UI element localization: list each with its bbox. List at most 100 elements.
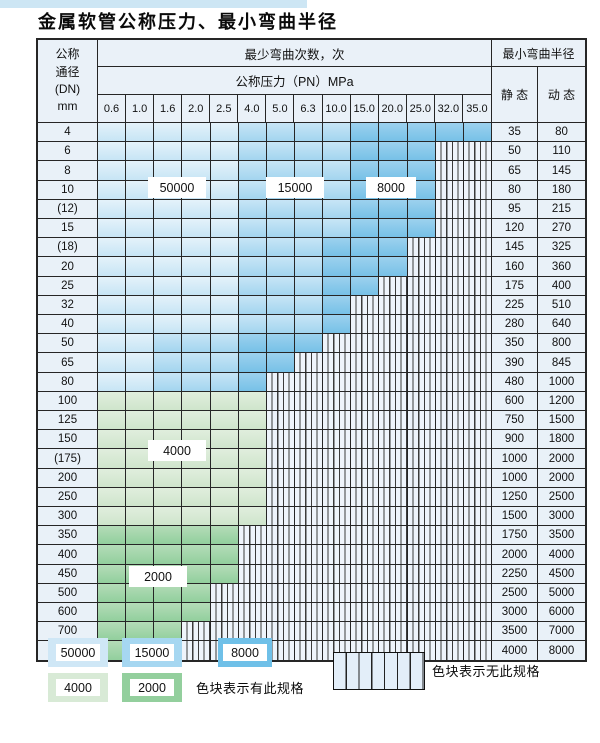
spec-cell-none bbox=[407, 507, 436, 526]
spec-cell-4000 bbox=[126, 411, 155, 430]
static-radius-cell: 480 bbox=[491, 372, 538, 391]
dynamic-radius-cell: 800 bbox=[537, 334, 585, 353]
spec-cell-none bbox=[407, 564, 436, 583]
spec-cell-none bbox=[266, 487, 295, 507]
spec-cell-none bbox=[323, 622, 352, 641]
spec-cell-none bbox=[351, 583, 380, 603]
spec-cell-8000 bbox=[238, 372, 267, 391]
spec-cell-none bbox=[266, 391, 295, 411]
spec-cell-8000 bbox=[351, 219, 380, 238]
spec-cell-none bbox=[351, 411, 380, 430]
table-row: 65 390 845 bbox=[38, 353, 585, 373]
spec-cell-none bbox=[294, 641, 324, 660]
spec-cell-2000 bbox=[154, 545, 183, 564]
spec-cell-4000 bbox=[126, 507, 155, 526]
dn-cell: 500 bbox=[38, 583, 98, 603]
spec-cell-50000 bbox=[154, 257, 183, 276]
spec-cell-4000 bbox=[126, 391, 155, 411]
spec-cell-4000 bbox=[182, 487, 211, 507]
pressure-values-row: 0.6 1.0 1.6 2.0 2.5 4.0 5.0 6.3 10.0 15.0 20.0 25.0… bbox=[98, 95, 491, 122]
spec-cell-4000 bbox=[98, 507, 127, 526]
dn-header-line: (DN) bbox=[54, 82, 81, 96]
spec-cell-none bbox=[463, 372, 492, 391]
spec-cell-none bbox=[407, 468, 436, 487]
dynamic-radius-cell: 215 bbox=[537, 199, 585, 219]
spec-cell-15000 bbox=[266, 276, 295, 295]
radius-header-group: 最小弯曲半径 静 态 动 态 bbox=[492, 40, 585, 122]
dn-cell: 8 bbox=[38, 161, 98, 180]
spec-cell-15000 bbox=[238, 161, 267, 180]
spec-cell-50000 bbox=[210, 161, 239, 180]
spec-cell-50000 bbox=[126, 161, 155, 180]
table-row: 200 1000 2000 bbox=[38, 468, 585, 488]
spec-cell-8000 bbox=[379, 199, 408, 219]
spec-cell-4000 bbox=[98, 449, 127, 468]
spec-cell-50000 bbox=[98, 238, 127, 257]
spec-cell-none bbox=[266, 545, 295, 564]
spec-cell-none bbox=[463, 142, 492, 161]
table-row: 80 480 1000 bbox=[38, 372, 585, 392]
dynamic-radius-cell: 270 bbox=[537, 219, 585, 238]
spec-cell-none bbox=[266, 507, 295, 526]
spec-cell-15000 bbox=[266, 295, 295, 315]
spec-cell-50000 bbox=[98, 180, 127, 199]
spec-cell-none bbox=[435, 487, 464, 507]
spec-cell-15000 bbox=[266, 142, 295, 161]
pressure-col-header: 0.6 bbox=[98, 95, 127, 122]
static-radius-cell: 1000 bbox=[491, 449, 538, 468]
spec-cell-none bbox=[351, 391, 380, 411]
spec-cell-50000 bbox=[98, 142, 127, 161]
spec-cell-none bbox=[407, 391, 436, 411]
spec-cell-none bbox=[351, 507, 380, 526]
dn-cell: 50 bbox=[38, 334, 98, 353]
spec-cell-15000 bbox=[294, 276, 324, 295]
spec-cell-none bbox=[407, 238, 436, 257]
spec-cell-none bbox=[463, 180, 492, 199]
spec-cell-none bbox=[435, 199, 464, 219]
pressure-col-header: 1.6 bbox=[154, 95, 183, 122]
static-radius-cell: 225 bbox=[491, 295, 538, 315]
spec-cell-50000 bbox=[182, 199, 211, 219]
table-row: 80040008000 bbox=[38, 641, 585, 660]
dynamic-radius-cell: 1500 bbox=[537, 411, 585, 430]
spec-cell-50000 bbox=[210, 257, 239, 276]
spec-cell-8000 bbox=[407, 199, 436, 219]
spec-cell-none bbox=[323, 411, 352, 430]
spec-cell-none bbox=[238, 526, 267, 545]
spec-cell-15000 bbox=[154, 353, 183, 372]
spec-cell-15000 bbox=[238, 238, 267, 257]
spec-cell-none bbox=[323, 430, 352, 449]
static-radius-cell: 145 bbox=[491, 238, 538, 257]
spec-cell-15000 bbox=[154, 372, 183, 391]
dn-cell: 350 bbox=[38, 526, 98, 545]
spec-cell-2000 bbox=[98, 564, 127, 583]
static-radius-cell: 2500 bbox=[491, 583, 538, 603]
table-row: 250 1250 2500 bbox=[38, 487, 585, 508]
table-row: 600 3000 6000 bbox=[38, 603, 585, 623]
dynamic-radius-cell: 180 bbox=[537, 180, 585, 199]
spec-cell-15000 bbox=[266, 123, 295, 142]
spec-cell-8000 bbox=[351, 257, 380, 276]
dn-cell: (12) bbox=[38, 199, 98, 219]
spec-cell-none bbox=[266, 622, 295, 641]
spec-cell-2000 bbox=[126, 545, 155, 564]
spec-cell-none bbox=[379, 411, 408, 430]
zone-label: 50000 bbox=[148, 177, 206, 198]
table-row: 20 160 360 bbox=[38, 257, 585, 277]
spec-cell-none bbox=[407, 295, 436, 315]
dynamic-radius-cell: 2000 bbox=[537, 468, 585, 487]
pressure-col-header: 25.0 bbox=[407, 95, 435, 122]
spec-cell-none bbox=[323, 353, 352, 372]
spec-cell-none bbox=[323, 468, 352, 487]
spec-cell-none bbox=[323, 603, 352, 622]
dn-cell: 32 bbox=[38, 295, 98, 315]
spec-cell-none bbox=[435, 411, 464, 430]
legend-swatch: 50000 bbox=[48, 638, 108, 667]
table-row: 450 2250 4500 bbox=[38, 564, 585, 584]
dn-cell: (18) bbox=[38, 238, 98, 257]
spec-cell-none bbox=[379, 603, 408, 622]
spec-cell-none bbox=[435, 353, 464, 372]
spec-cell-none bbox=[463, 603, 492, 622]
spec-cell-15000 bbox=[294, 219, 324, 238]
spec-cell-4000 bbox=[238, 391, 267, 411]
